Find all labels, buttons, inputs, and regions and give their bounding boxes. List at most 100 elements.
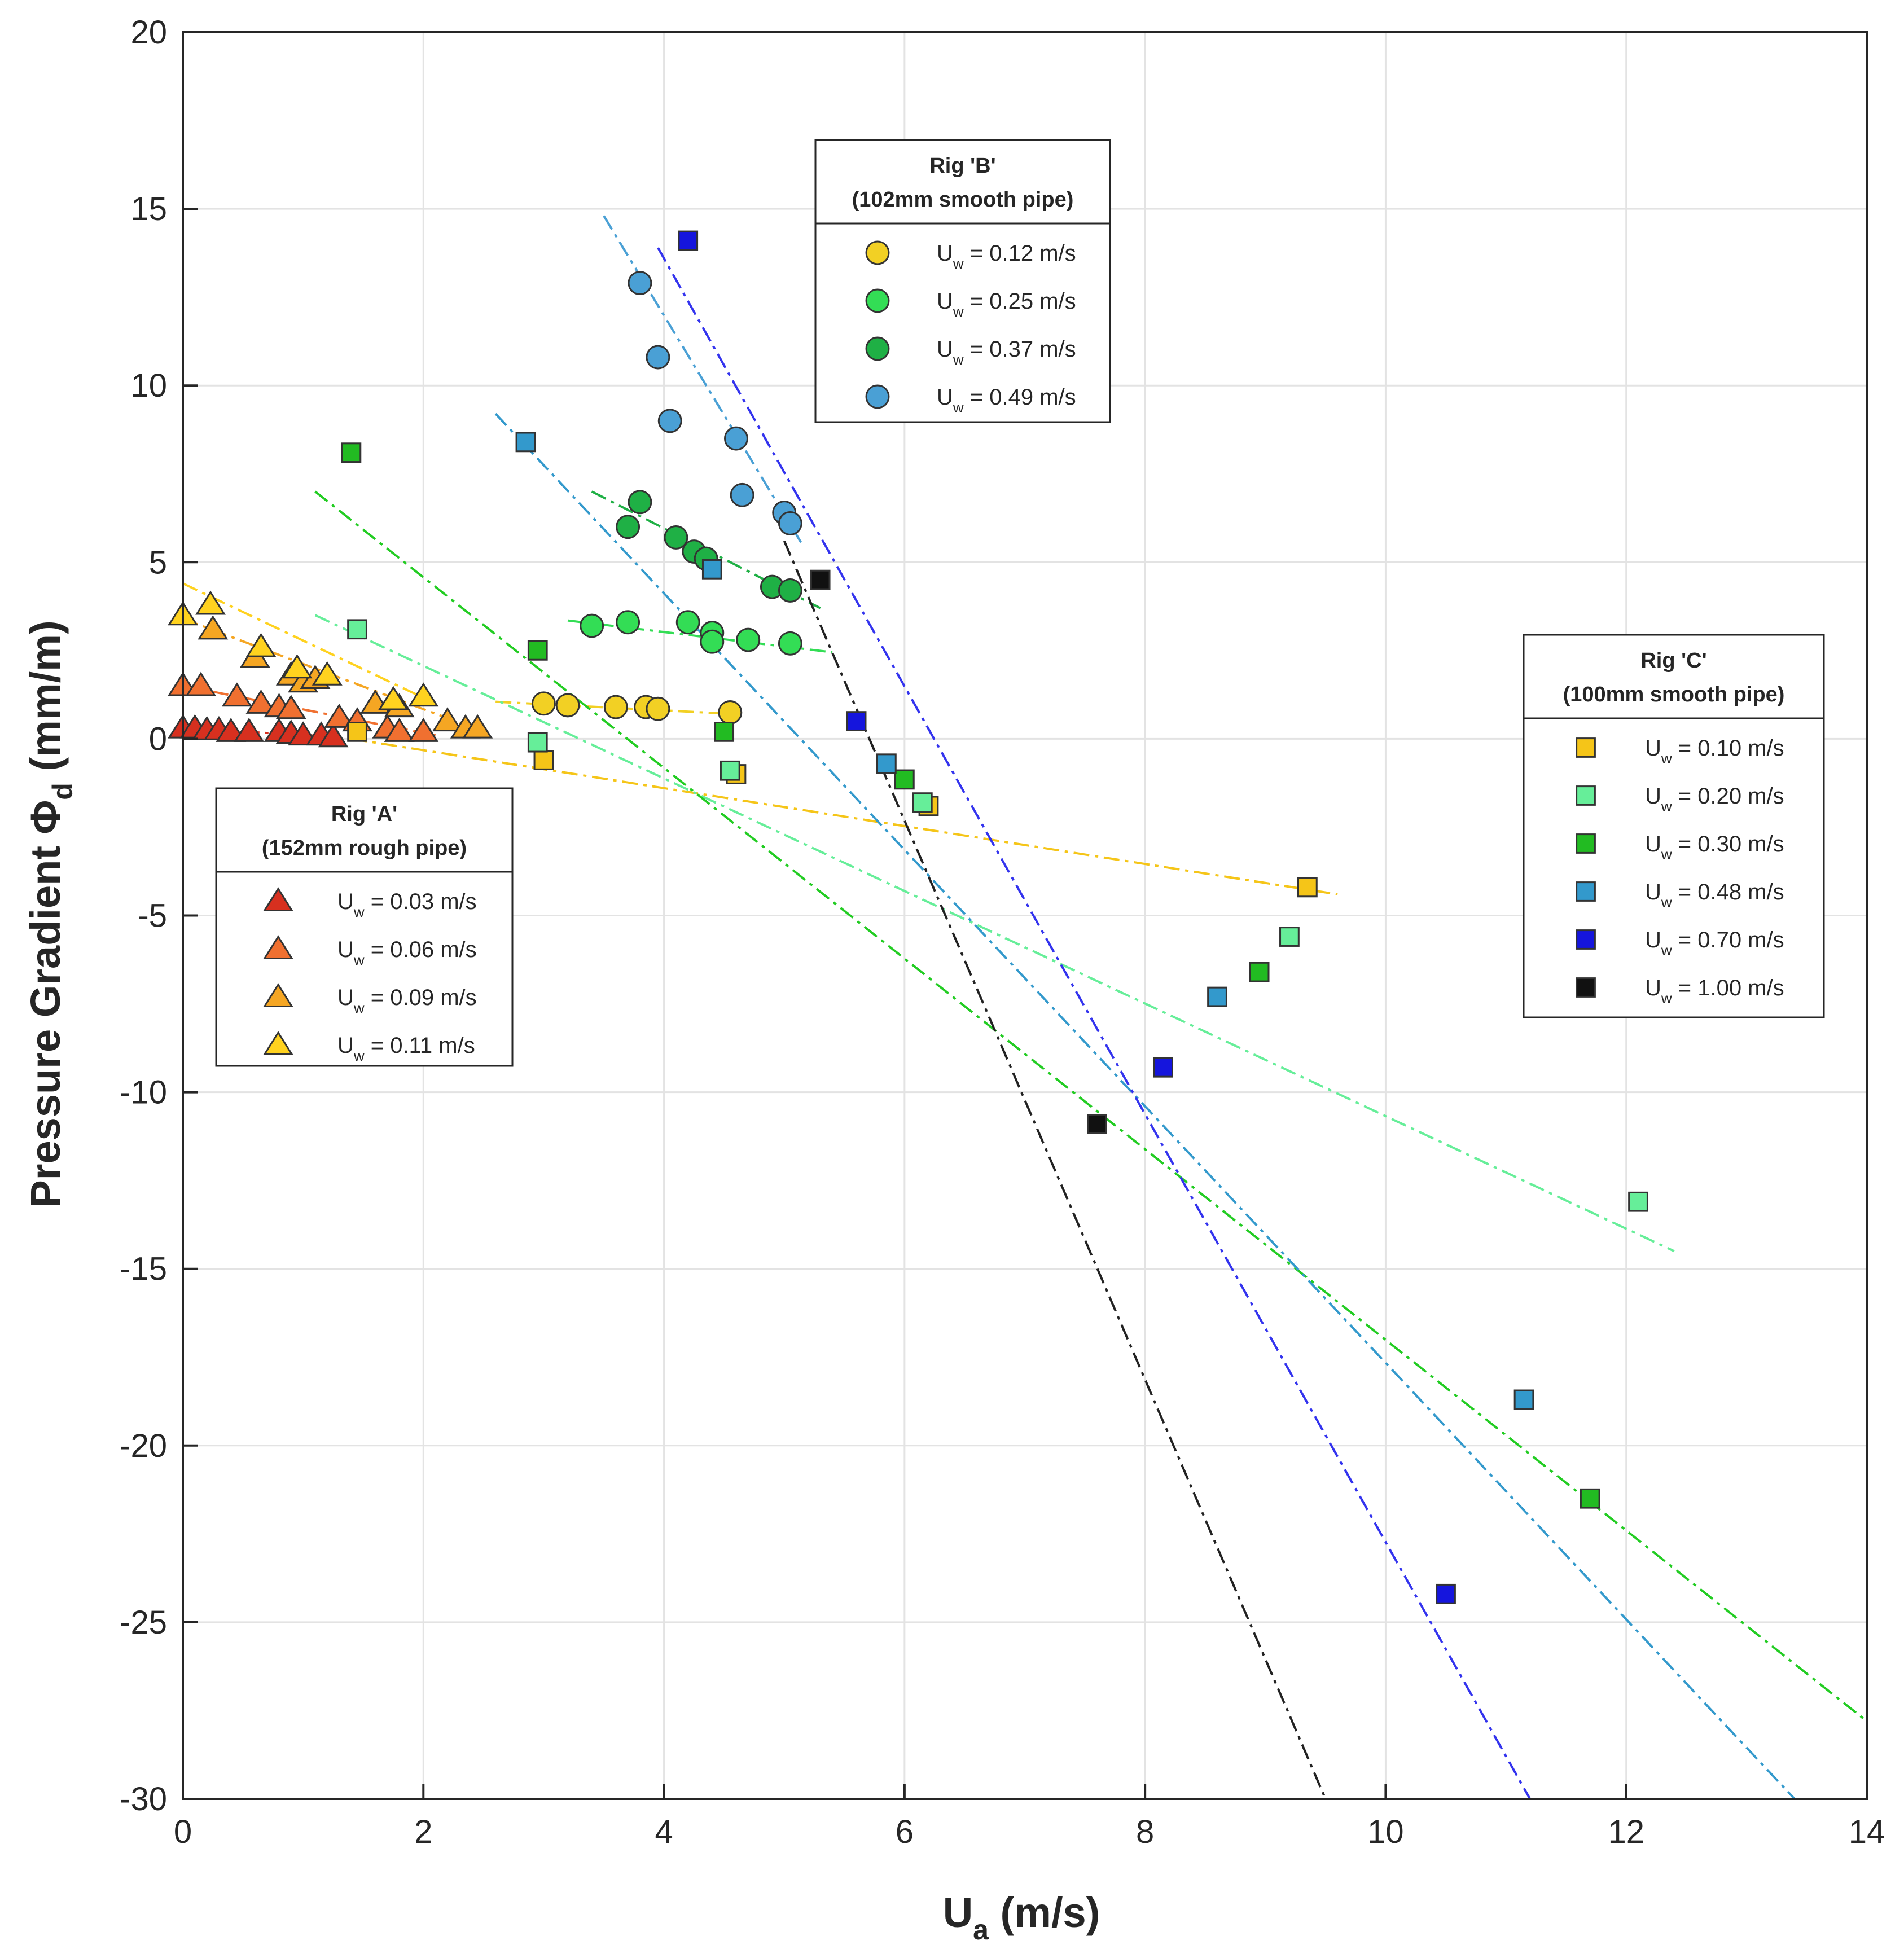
series-c3 <box>341 442 1600 1509</box>
data-point-c1 <box>347 721 367 742</box>
legend-entry-u: U <box>1645 880 1661 905</box>
legend-entry-value: = 0.10 m/s <box>1672 736 1784 761</box>
y-tick-label: 10 <box>130 367 167 404</box>
data-point-a2 <box>221 682 252 707</box>
data-point-c4 <box>876 753 897 774</box>
legend-entry-label: Uw = 0.37 m/s <box>937 337 1076 368</box>
y-tick-label: -30 <box>120 1781 167 1817</box>
data-point-c2 <box>347 619 367 640</box>
legend-entry-u: U <box>937 241 953 266</box>
legend-marker <box>865 336 890 361</box>
x-axis-title-sub: a <box>973 1914 989 1946</box>
y-tick-label: 15 <box>130 191 167 227</box>
legend-entry-label: Uw = 1.00 m/s <box>1645 976 1784 1007</box>
data-point-a3 <box>432 707 463 732</box>
legend-entry-sub: w <box>1661 990 1672 1007</box>
data-point-b1 <box>646 696 670 721</box>
data-point-a4 <box>282 654 313 679</box>
data-point-c4 <box>1207 986 1227 1007</box>
legend-entry-u: U <box>937 289 953 314</box>
legend-title: Rig 'A' <box>331 802 397 826</box>
legend-marker <box>263 887 293 912</box>
data-point-b1 <box>555 693 580 718</box>
data-point-b4 <box>657 409 682 433</box>
legend-entry-value: = 0.11 m/s <box>365 1033 475 1058</box>
legend-entry-value: = 0.20 m/s <box>1672 784 1784 809</box>
y-tick-label: -10 <box>120 1074 167 1111</box>
trend-line-c1 <box>351 737 1338 895</box>
legend-entry-sub: w <box>953 351 964 368</box>
data-point-b1 <box>718 700 743 725</box>
legend-marker <box>865 288 890 313</box>
legends: Rig 'A'(152mm rough pipe)Uw = 0.03 m/sUw… <box>215 139 1825 1067</box>
data-point-a2 <box>324 703 355 728</box>
data-point-b3 <box>616 515 640 539</box>
data-point-a2 <box>245 689 277 714</box>
data-point-b4 <box>724 426 748 451</box>
data-point-b2 <box>616 610 640 635</box>
trend-line-c6 <box>783 540 1327 1799</box>
legend-entry-u: U <box>337 937 354 962</box>
legend-entry-sub: w <box>353 1047 365 1064</box>
data-point-c5 <box>678 230 699 251</box>
legend-entry-sub: w <box>1661 846 1672 863</box>
data-point-c4 <box>1513 1389 1534 1410</box>
legend-entry-label: Uw = 0.06 m/s <box>337 937 477 968</box>
series-b3 <box>616 490 802 603</box>
data-point-a4 <box>408 682 439 707</box>
legend-entry-sub: w <box>1661 894 1672 911</box>
data-point-c4 <box>701 559 722 580</box>
legend-entry-sub: w <box>353 951 365 968</box>
x-tick-label: 2 <box>414 1814 432 1850</box>
legend-subtitle: (152mm rough pipe) <box>262 836 467 860</box>
x-tick-label: 4 <box>655 1814 673 1850</box>
legend-marker <box>1576 833 1596 854</box>
legend-entry-u: U <box>937 385 953 410</box>
data-point-b2 <box>700 629 725 654</box>
legend-marker <box>865 240 890 265</box>
data-point-a4 <box>378 686 409 710</box>
data-point-a4 <box>312 661 343 686</box>
legend-entry-sub: w <box>953 399 964 416</box>
legend-entry-label: Uw = 0.30 m/s <box>1645 832 1784 863</box>
x-tick-label: 10 <box>1367 1814 1404 1850</box>
data-point-c2 <box>1628 1191 1648 1212</box>
data-point-b1 <box>603 695 628 719</box>
series-b1 <box>531 691 743 725</box>
legend-entry-u: U <box>337 985 354 1010</box>
data-point-a2 <box>408 718 439 742</box>
axis-ticks: 0 2 4 6 8 10 12 14 -30 -25 -20 -15 -10 -5 0 5 10 15 20 <box>120 14 1885 1850</box>
y-tick-label: -5 <box>138 898 167 934</box>
data-point-c2 <box>912 792 933 813</box>
data-point-a1 <box>234 718 265 742</box>
data-point-c2 <box>1279 927 1300 947</box>
data-points <box>168 230 1648 1604</box>
legend-entry-u: U <box>937 337 953 362</box>
legend-entry-value: = 0.30 m/s <box>1672 832 1784 857</box>
legend-entry-value: = 0.06 m/s <box>365 937 477 962</box>
y-tick-label: -25 <box>120 1604 167 1641</box>
legend-entry-value: = 0.70 m/s <box>1672 928 1784 952</box>
x-tick-label: 6 <box>896 1814 914 1850</box>
legend-marker <box>263 935 293 960</box>
data-point-a4 <box>245 633 277 657</box>
data-point-c2 <box>720 760 740 781</box>
data-point-a2 <box>275 695 306 719</box>
y-axis-title: Pressure Gradient Φd (mm/m) <box>22 620 78 1208</box>
x-tick-label: 14 <box>1849 1814 1885 1850</box>
legend-rig-c: Rig 'C'(100mm smooth pipe)Uw = 0.10 m/sU… <box>1523 634 1825 1018</box>
legend-entry-label: Uw = 0.70 m/s <box>1645 928 1784 959</box>
data-point-c4 <box>515 432 536 453</box>
x-tick-label: 8 <box>1136 1814 1154 1850</box>
legend-entry-u: U <box>1645 928 1661 952</box>
legend-entry-u: U <box>1645 832 1661 857</box>
legend-entry-value: = 1.00 m/s <box>1672 976 1784 1000</box>
legend-entry-label: Uw = 0.49 m/s <box>937 385 1076 416</box>
legend-entry-value: = 0.37 m/s <box>964 337 1076 362</box>
series-c5 <box>678 230 1456 1604</box>
trend-line-c3 <box>314 490 1868 1722</box>
x-tick-label: 0 <box>174 1814 192 1850</box>
legend-marker <box>1576 881 1596 902</box>
series-b2 <box>580 610 802 656</box>
data-point-a3 <box>198 615 229 640</box>
